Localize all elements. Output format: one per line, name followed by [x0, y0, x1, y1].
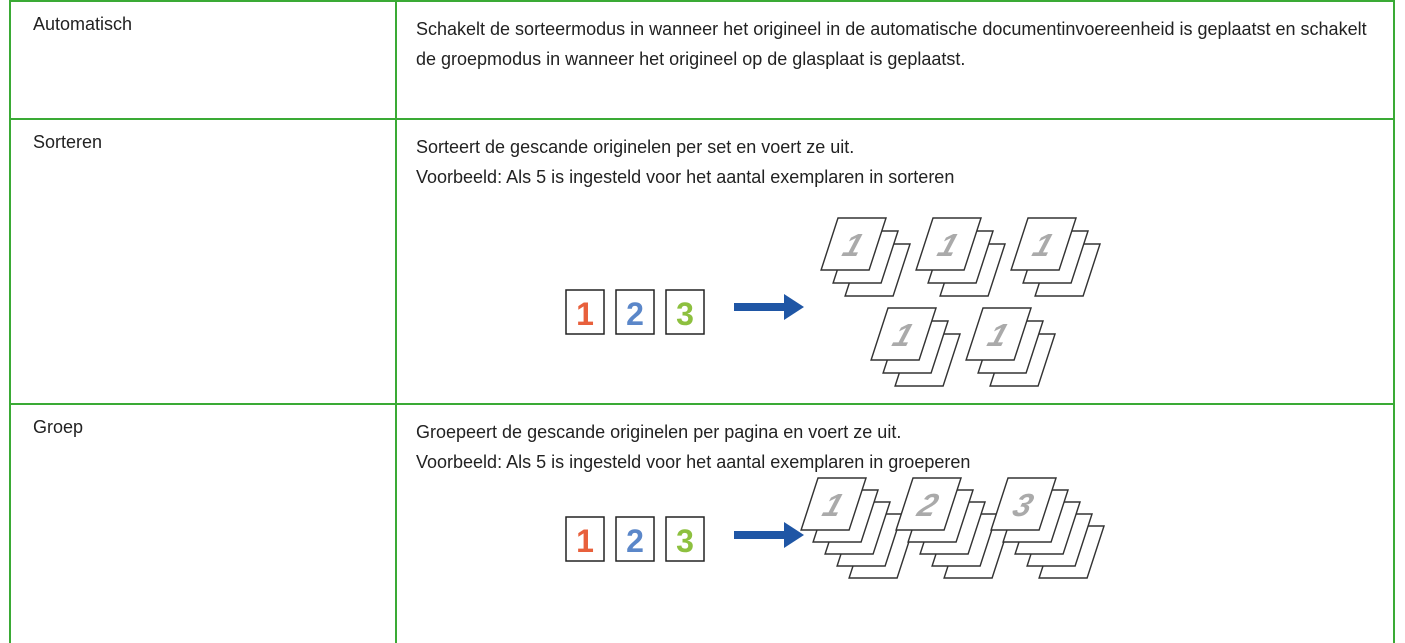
- original-number: 2: [626, 523, 644, 559]
- row-description: Schakelt de sorteermodus in wanneer het …: [416, 14, 1376, 74]
- output-stack: 321: [820, 217, 911, 297]
- original-page: [665, 516, 705, 562]
- table-row: Groep Groepeert de gescande originelen pe…: [9, 403, 1395, 643]
- arrow-head: [784, 294, 804, 320]
- page-outline: [800, 477, 867, 531]
- description-line: Groepeert de gescande originelen per pag…: [416, 422, 902, 442]
- output-page: 2: [895, 477, 962, 531]
- description-line: Schakelt de sorteermodus in wanneer het …: [416, 19, 1367, 69]
- output-page: 1: [965, 307, 1032, 361]
- row-label: Sorteren: [33, 132, 103, 152]
- page-outline: [1010, 217, 1077, 271]
- original-page: [615, 516, 655, 562]
- original-number: 1: [576, 523, 594, 559]
- description-line: Voorbeeld: Als 5 is ingesteld voor het a…: [416, 167, 955, 187]
- output-stack: 22222: [895, 477, 1010, 579]
- output-stack: 321: [965, 307, 1056, 387]
- page-outline: [820, 217, 887, 271]
- column-divider: [395, 2, 397, 118]
- description-line: Sorteert de gescande originelen per set …: [416, 137, 855, 157]
- column-divider: [395, 405, 397, 643]
- illustrations: 123321321321321321123111112222233333: [565, 217, 1105, 579]
- output-stack: 321: [1010, 217, 1101, 297]
- row-description: Sorteert de gescande originelen per set …: [416, 132, 1376, 192]
- arrow-shaft: [734, 531, 786, 539]
- page: Automatisch Schakelt de sorteermodus in w…: [9, 0, 1395, 643]
- original-number: 1: [576, 296, 594, 332]
- original-number: 3: [676, 523, 694, 559]
- page-outline: [895, 477, 962, 531]
- original-number: 3: [676, 296, 694, 332]
- original-number: 2: [626, 296, 644, 332]
- page-outline: [965, 307, 1032, 361]
- original-page: [565, 289, 605, 335]
- output-stack: 321: [870, 307, 961, 387]
- page-outline: [915, 217, 982, 271]
- arrow-shaft: [734, 303, 786, 311]
- page-outline: [990, 477, 1057, 531]
- output-page: 1: [1010, 217, 1077, 271]
- output-page: 1: [870, 307, 937, 361]
- original-page: [615, 289, 655, 335]
- column-divider: [395, 120, 397, 403]
- row-label: Automatisch: [33, 14, 133, 34]
- table-row: Automatisch Schakelt de sorteermodus in w…: [9, 0, 1395, 118]
- output-page: 1: [820, 217, 887, 271]
- description-line: Voorbeeld: Als 5 is ingesteld voor het a…: [416, 452, 971, 472]
- row-label: Groep: [33, 417, 84, 437]
- page-outline: [870, 307, 937, 361]
- table-row: Sorteren Sorteert de gescande originelen …: [9, 118, 1395, 403]
- row-description: Groepeert de gescande originelen per pag…: [416, 417, 1376, 477]
- output-stack: 321: [915, 217, 1006, 297]
- arrow-head: [784, 522, 804, 548]
- original-page: [565, 516, 605, 562]
- output-stack: 33333: [990, 477, 1105, 579]
- output-page: 3: [990, 477, 1057, 531]
- original-page: [665, 289, 705, 335]
- output-page: 1: [800, 477, 867, 531]
- output-page: 1: [915, 217, 982, 271]
